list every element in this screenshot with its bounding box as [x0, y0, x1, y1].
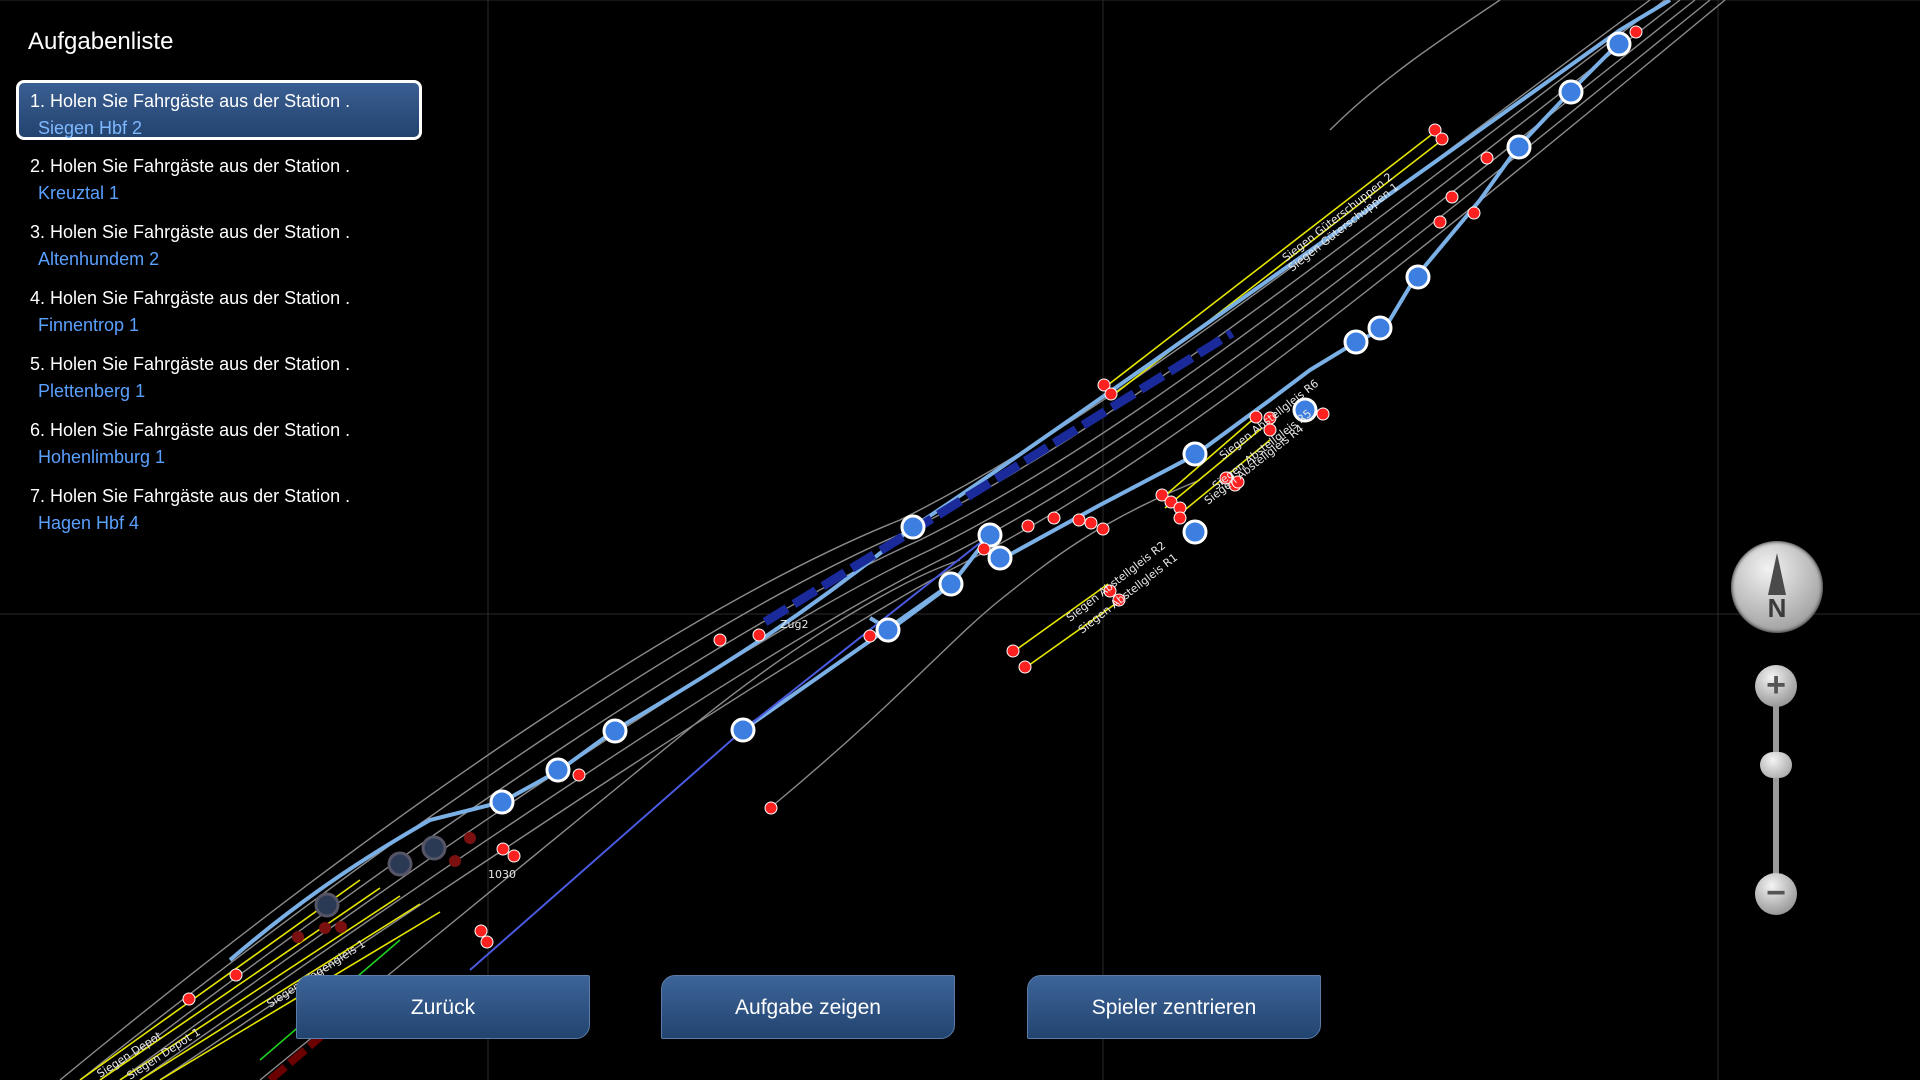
task-station: Hagen Hbf 4 [38, 513, 140, 533]
train-1030[interactable] [267, 1016, 343, 1080]
task-item-2[interactable]: 2. Holen Sie Fahrgäste aus der Station .… [16, 146, 422, 206]
siding-tracks [79, 131, 1443, 1080]
task-text: 5. Holen Sie Fahrgäste aus der Station . [30, 354, 351, 374]
zoom-in-button[interactable]: + [1755, 665, 1797, 707]
show-task-button[interactable]: Aufgabe zeigen [661, 975, 955, 1039]
back-button[interactable]: Zurück [296, 975, 590, 1039]
task-station: Finnentrop 1 [38, 315, 140, 335]
signals [182, 25, 1643, 1006]
task-text: 2. Holen Sie Fahrgäste aus der Station . [30, 156, 351, 176]
task-text: 3. Holen Sie Fahrgäste aus der Station . [30, 222, 351, 242]
compass-north-label: N [1767, 593, 1787, 623]
task-item-4[interactable]: 4. Holen Sie Fahrgäste aus der Station .… [16, 278, 422, 338]
task-station: Altenhundem 2 [38, 249, 160, 269]
task-item-3[interactable]: 3. Holen Sie Fahrgäste aus der Station .… [16, 212, 422, 272]
compass-needle-icon [1768, 553, 1786, 595]
task-text: 4. Holen Sie Fahrgäste aus der Station . [30, 288, 351, 308]
task-item-1[interactable]: 1. Holen Sie Fahrgäste aus der Station .… [16, 80, 422, 140]
main-route [228, 0, 1672, 962]
center-player-button[interactable]: Spieler zentrieren [1027, 975, 1321, 1039]
task-station: Siegen Hbf 2 [38, 118, 143, 138]
train-zug2[interactable] [762, 329, 1235, 626]
task-item-5[interactable]: 5. Holen Sie Fahrgäste aus der Station .… [16, 344, 422, 404]
zoom-slider-track[interactable] [1773, 700, 1779, 880]
train-label-1030: 1030 [488, 868, 516, 881]
task-text: 1. Holen Sie Fahrgäste aus der Station . [30, 91, 351, 111]
task-station: Hohenlimburg 1 [38, 447, 166, 467]
zoom-out-button[interactable]: − [1755, 873, 1797, 915]
task-station: Plettenberg 1 [38, 381, 146, 401]
task-item-6[interactable]: 6. Holen Sie Fahrgäste aus der Station .… [16, 410, 422, 470]
task-item-7[interactable]: 7. Holen Sie Fahrgäste aus der Station .… [16, 476, 422, 536]
train-label-zug2: Zug2 [780, 618, 809, 631]
zoom-slider-handle[interactable] [1760, 752, 1792, 778]
task-list-title: Aufgabenliste [28, 28, 174, 55]
task-text: 6. Holen Sie Fahrgäste aus der Station . [30, 420, 351, 440]
signals-dim [292, 832, 476, 943]
station-nodes[interactable] [489, 31, 1632, 815]
station-nodes-dim[interactable] [314, 835, 447, 918]
blue-route [469, 534, 991, 971]
compass-button[interactable]: N [1731, 541, 1823, 633]
task-station: Kreuztal 1 [38, 183, 120, 203]
task-text: 7. Holen Sie Fahrgäste aus der Station . [30, 486, 351, 506]
